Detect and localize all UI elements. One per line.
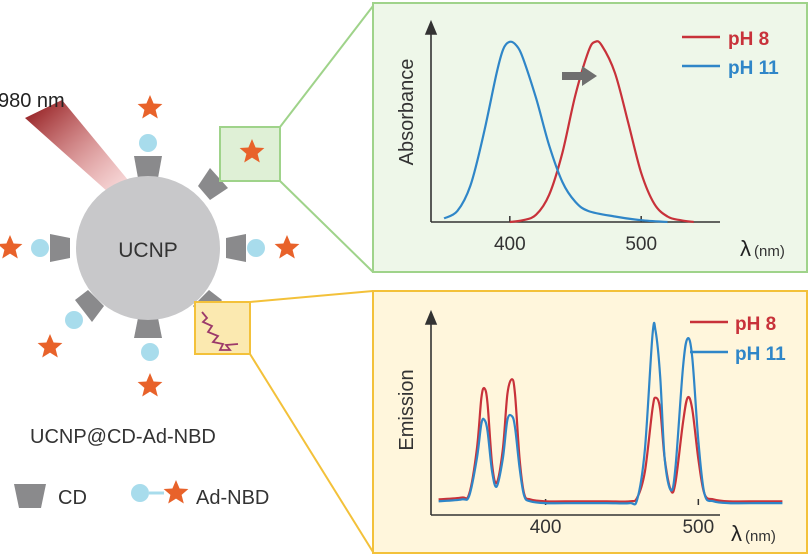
- connector-yellow-top: [249, 290, 374, 303]
- emission-xlabel-unit: (nm): [745, 528, 776, 545]
- ad-ball-left: [31, 239, 49, 257]
- ad-nbd-groups: [0, 95, 300, 397]
- ad-ball-bottom: [141, 343, 159, 361]
- emission-axes: [424, 309, 720, 516]
- legend-nbd-star-icon: [163, 480, 189, 504]
- shift-arrow-shaft: [562, 72, 582, 80]
- ucnp-label: UCNP: [118, 239, 178, 262]
- absorbance-ticks: 400 500: [494, 216, 657, 255]
- nbd-star-bottom: [137, 373, 163, 397]
- connector-green-bottom: [279, 180, 374, 273]
- connector-yellow-bottom: [249, 353, 374, 553]
- absorbance-legend-ph8: pH 8: [728, 29, 769, 50]
- emission-panel-frame: [372, 290, 808, 554]
- emission-legend-ph8: pH 8: [735, 314, 776, 335]
- ad-ball-lower-left: [65, 311, 83, 329]
- absorbance-legend-ph11: pH 11: [728, 58, 779, 79]
- cd-cup-top: [134, 156, 162, 178]
- construct-label: UCNP@CD-Ad-NBD: [30, 426, 216, 448]
- ucnp-particle: [76, 176, 220, 320]
- cd-cup-right: [226, 234, 246, 262]
- legend-cd-label: CD: [58, 487, 87, 509]
- ad-ball-right: [247, 239, 265, 257]
- legend-ad-nbd-label: Ad-NBD: [196, 487, 269, 509]
- nbd-star-left: [0, 235, 23, 259]
- nbd-star-right: [274, 235, 300, 259]
- absorbance-xlabel-lambda: λ: [740, 236, 751, 261]
- emission-series: [438, 321, 783, 506]
- absorbance-axes: [424, 19, 720, 223]
- absorbance-xtick-label-400: 400: [494, 234, 526, 255]
- nbd-star-lower-left: [37, 334, 63, 358]
- absorbance-series-ph8-line: [509, 40, 694, 224]
- emission-series-ph11-line: [438, 321, 783, 506]
- emission-ticks: 400 500: [530, 499, 714, 538]
- cd-cup-left: [50, 234, 70, 262]
- emission-xtick-label-500: 500: [682, 517, 714, 538]
- emission-wave-icon: [201, 311, 239, 351]
- emission-legend-ph11: pH 11: [735, 344, 786, 365]
- laser-label: 980 nm: [0, 90, 65, 112]
- cd-cup-upper-right: [198, 168, 228, 200]
- absorbance-xtick-label-500: 500: [625, 234, 657, 255]
- absorbance-panel: Absorbance λ (nm) 400 500 pH 8 pH 11: [372, 2, 808, 273]
- emission-y-arrow: [424, 309, 438, 325]
- schematic: 980 nm UCNP: [0, 5, 374, 553]
- legend-cd-icon: [14, 484, 46, 508]
- emission-xtick-label-400: 400: [530, 517, 562, 538]
- absorbance-y-arrow: [424, 19, 438, 35]
- cd-cup-bottom: [134, 318, 162, 338]
- emission-panel: Emission λ (nm) 400 500 pH 8 pH 11: [372, 290, 808, 554]
- laser-beam: [25, 100, 128, 192]
- emission-xlabel-lambda: λ: [731, 521, 742, 546]
- absorbance-ylabel: Absorbance: [396, 59, 418, 166]
- emission-ylabel: Emission: [396, 369, 418, 450]
- connector-green-top: [279, 5, 374, 128]
- absorbance-series: [443, 40, 694, 224]
- absorbance-series-ph11-line: [443, 40, 668, 224]
- shift-arrow-head: [582, 66, 597, 86]
- legend-ad-icon: [131, 484, 149, 502]
- ad-ball-top: [139, 134, 157, 152]
- emission-series-ph8-line: [438, 378, 783, 503]
- cd-cup-lower-left: [75, 290, 104, 322]
- absorbance-xlabel-unit: (nm): [754, 243, 785, 260]
- nbd-star-top: [137, 95, 163, 119]
